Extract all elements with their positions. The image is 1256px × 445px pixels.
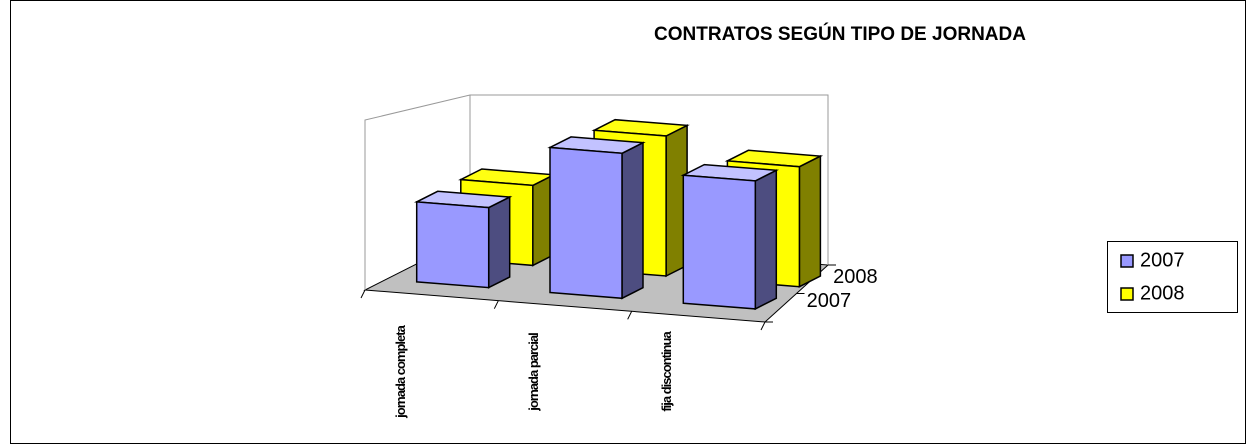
x-tick: [760, 321, 766, 331]
depth-label: 2007: [807, 290, 852, 312]
x-tick: [627, 311, 633, 320]
bar-side: [754, 169, 778, 311]
chart-title: CONTRATOS SEGÚN TIPO DE JORNADA: [654, 23, 1026, 45]
x-tick: [493, 300, 499, 309]
bar: [682, 174, 757, 310]
chart-frame: [10, 0, 1246, 444]
legend-swatch: [1120, 287, 1134, 301]
legend-label: 2007: [1140, 249, 1185, 271]
bar-side: [798, 154, 822, 288]
legend-label: 2008: [1140, 282, 1185, 304]
depth-label: 2008: [833, 266, 878, 288]
bar-side: [621, 141, 644, 300]
x-tick-label: jornada completa: [392, 326, 408, 418]
bar-side: [487, 195, 511, 289]
bar: [415, 201, 490, 289]
legend-swatch: [1120, 254, 1134, 268]
x-tick-label: jornada parcial: [526, 333, 541, 411]
x-tick-label: fija discontinua: [659, 332, 675, 412]
bar: [549, 146, 623, 300]
x-tick: [360, 289, 366, 299]
